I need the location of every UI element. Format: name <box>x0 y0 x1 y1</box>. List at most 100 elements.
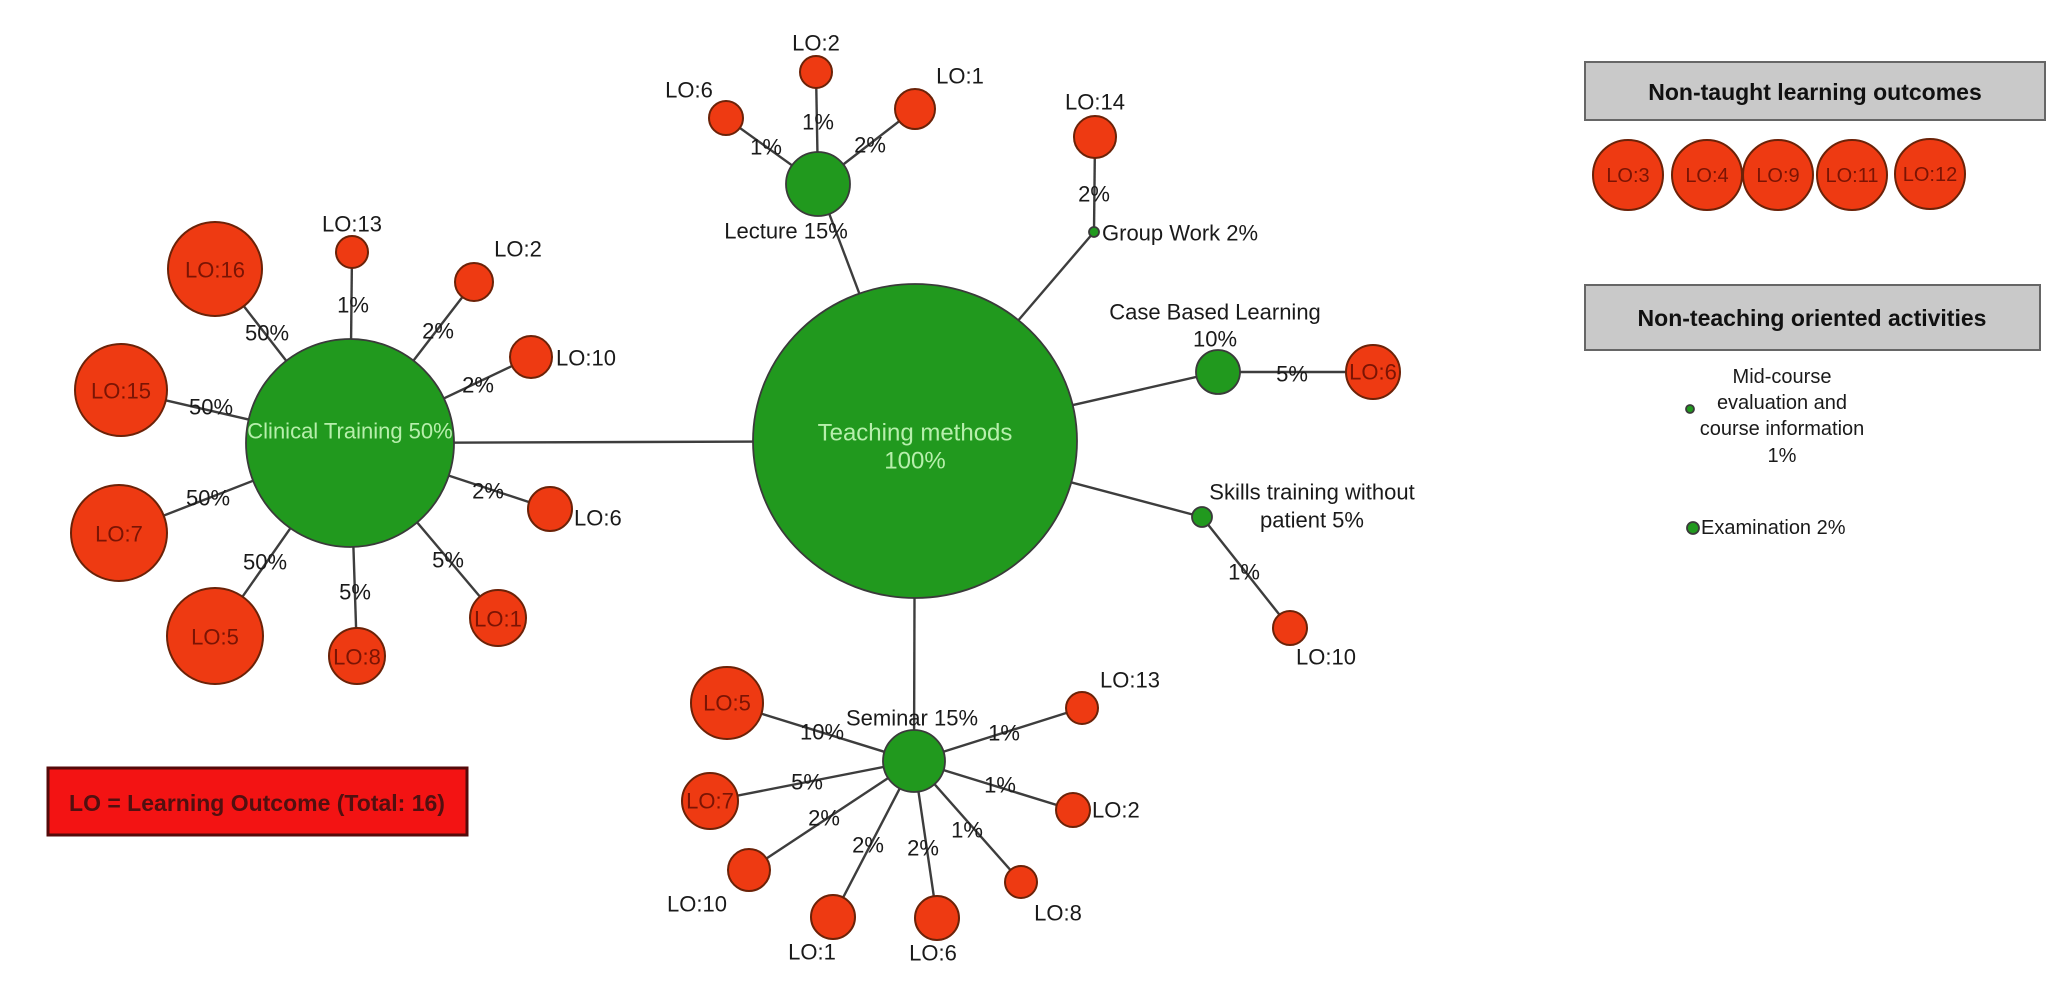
node-clinical-lo10 <box>509 335 553 379</box>
node-skills-training <box>1191 506 1213 528</box>
non-teaching-header-box <box>1584 284 2041 351</box>
label-seminar-lo1: LO:1 <box>788 940 836 965</box>
seminar-label: Seminar 15% <box>846 706 978 731</box>
label-nontaught-lo12: LO:12 <box>1903 164 1957 186</box>
label-clinical-lo6: LO:6 <box>574 506 622 531</box>
case-based-pct: 10% <box>1193 327 1237 352</box>
node-groupwork-lo14 <box>1073 115 1117 159</box>
outcome-name-labels: LO:16 LO:13 LO:2 LO:10 LO:15 LO:7 LO:5 L… <box>91 31 1397 966</box>
pct-seminar-lo8: 1% <box>951 818 983 843</box>
mid-course-line2: evaluation and <box>1717 392 1847 414</box>
group-work-label: Group Work 2% <box>1102 221 1258 246</box>
pct-seminar-lo13: 1% <box>988 721 1020 746</box>
activity-nodes <box>245 151 1241 793</box>
node-seminar-lo7 <box>681 772 739 830</box>
label-clinical-lo2: LO:2 <box>494 237 542 262</box>
edge-seminar-lo7 <box>709 759 915 803</box>
node-seminar <box>882 729 946 793</box>
label-lecture-lo6: LO:6 <box>665 78 713 103</box>
node-clinical-lo1 <box>469 589 527 647</box>
label-seminar-lo2: LO:2 <box>1092 798 1140 823</box>
node-seminar-lo8 <box>1004 865 1038 899</box>
node-case-based-learning <box>1195 349 1241 395</box>
node-lecture <box>785 151 851 217</box>
pct-clinical-lo7: 50% <box>186 486 230 511</box>
pct-groupwork-lo14: 2% <box>1078 182 1110 207</box>
node-teaching-methods <box>752 283 1078 599</box>
label-seminar-lo7: LO:7 <box>686 789 734 814</box>
node-seminar-lo10 <box>727 848 771 892</box>
outcome-nodes <box>70 55 1401 941</box>
pct-clinical-lo6: 2% <box>472 479 504 504</box>
label-nontaught-lo9: LO:9 <box>1756 165 1799 187</box>
node-seminar-lo6 <box>914 895 960 941</box>
teaching-methods-pct: 100% <box>884 448 945 475</box>
label-seminar-lo5: LO:5 <box>703 691 751 716</box>
edge-seminar-lo10 <box>748 759 915 872</box>
non-teaching-panel: Non-teaching oriented activities Mid-cou… <box>1584 284 2041 539</box>
pct-lecture-lo2: 1% <box>802 110 834 135</box>
node-seminar-lo5 <box>690 666 764 740</box>
node-lecture-lo6 <box>708 100 744 136</box>
label-seminar-lo10: LO:10 <box>667 892 727 917</box>
label-lecture-lo2: LO:2 <box>792 31 840 56</box>
node-nontaught-lo11 <box>1816 139 1888 211</box>
pct-seminar-lo2: 1% <box>984 773 1016 798</box>
pct-clinical-lo15: 50% <box>189 395 233 420</box>
node-seminar-lo2 <box>1055 792 1091 828</box>
mid-course-line1: Mid-course <box>1733 366 1832 388</box>
label-clinical-lo10: LO:10 <box>556 346 616 371</box>
teaching-methods-label: Teaching methods <box>818 420 1013 447</box>
pct-clinical-lo1: 5% <box>432 548 464 573</box>
legend-label: LO = Learning Outcome (Total: 16) <box>69 790 445 816</box>
pct-seminar-lo10: 2% <box>808 806 840 831</box>
pct-casebased-lo6: 5% <box>1276 362 1308 387</box>
edge-skills-lo10 <box>1201 516 1291 629</box>
label-skills-lo10: LO:10 <box>1296 645 1356 670</box>
node-nontaught-lo3 <box>1592 139 1664 211</box>
node-seminar-lo13 <box>1065 691 1099 725</box>
label-groupwork-lo14: LO:14 <box>1065 90 1125 115</box>
label-nontaught-lo11: LO:11 <box>1826 165 1879 187</box>
pct-seminar-lo6: 2% <box>907 836 939 861</box>
pct-lecture-lo6: 1% <box>750 135 782 160</box>
legend: LO = Learning Outcome (Total: 16) <box>46 766 469 837</box>
node-lecture-lo2 <box>799 55 833 89</box>
label-seminar-lo8: LO:8 <box>1034 901 1082 926</box>
label-clinical-lo15: LO:15 <box>91 379 151 404</box>
examination-label: Examination 2% <box>1701 517 1846 539</box>
legend-box <box>46 766 469 837</box>
edge-percent-labels: 50% 1% 2% 2% 50% 50% 50% 5% 5% 2% 1% 1% … <box>186 110 1308 861</box>
node-examination-dot <box>1686 521 1700 535</box>
node-group-work <box>1088 226 1100 238</box>
non-taught-header-box <box>1584 61 2046 121</box>
node-seminar-lo1 <box>810 894 856 940</box>
node-clinical-lo15 <box>74 343 168 437</box>
label-clinical-lo8: LO:8 <box>333 645 381 670</box>
pct-clinical-lo10: 2% <box>462 373 494 398</box>
label-seminar-lo6: LO:6 <box>909 941 957 966</box>
node-clinical-lo2 <box>454 262 494 302</box>
non-taught-title: Non-taught learning outcomes <box>1648 79 1982 105</box>
label-nontaught-lo3: LO:3 <box>1606 165 1649 187</box>
skills-label-line2: patient 5% <box>1260 508 1364 533</box>
pct-lecture-lo1: 2% <box>854 133 886 158</box>
label-lecture-lo1: LO:1 <box>936 64 984 89</box>
pct-seminar-lo5: 10% <box>800 720 844 745</box>
node-clinical-lo5 <box>166 587 264 685</box>
node-lecture-lo1 <box>894 88 936 130</box>
node-clinical-lo7 <box>70 484 168 582</box>
node-clinical-lo16 <box>167 221 263 317</box>
pct-clinical-lo8: 5% <box>339 580 371 605</box>
node-nontaught-lo9 <box>1742 139 1814 211</box>
node-skills-lo10 <box>1272 610 1308 646</box>
node-nontaught-lo12 <box>1894 138 1966 210</box>
non-taught-panel: Non-taught learning outcomes LO:3 LO:4 L… <box>1584 61 2046 211</box>
clinical-training-label: Clinical Training 50% <box>247 419 452 444</box>
label-clinical-lo13: LO:13 <box>322 212 382 237</box>
case-based-label: Case Based Learning <box>1109 300 1321 325</box>
pct-clinical-lo16: 50% <box>245 321 289 346</box>
label-clinical-lo7: LO:7 <box>95 522 143 547</box>
